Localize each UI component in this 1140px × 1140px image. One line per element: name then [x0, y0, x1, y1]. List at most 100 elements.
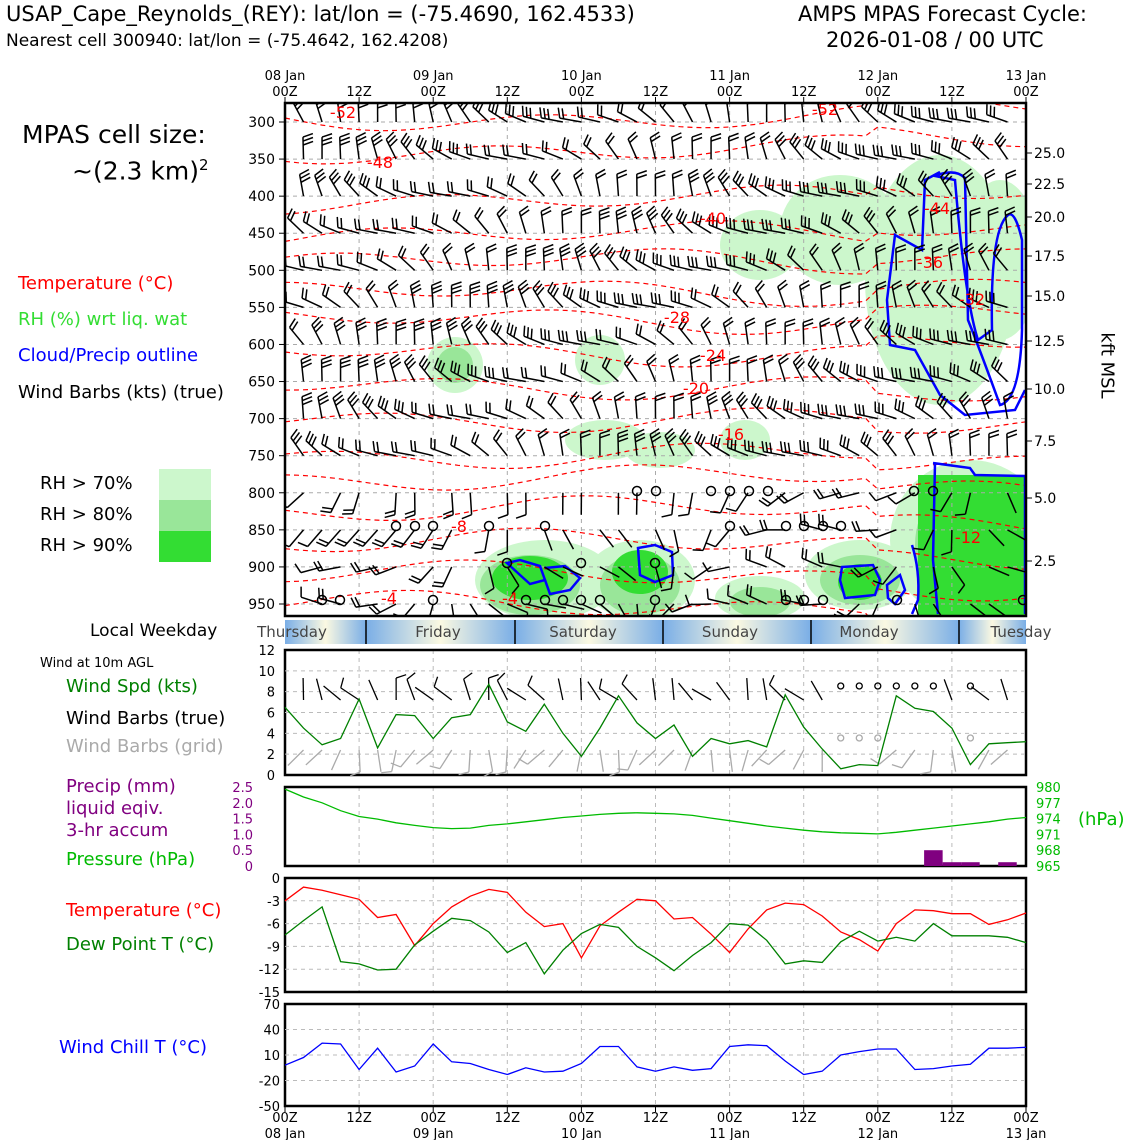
barb-shaft: [769, 684, 786, 701]
cs-wind-barb: [968, 429, 980, 456]
cs-wind-barb: [557, 107, 582, 123]
cs-wind-barb: [891, 279, 903, 308]
cs-wind-barb: [605, 132, 620, 160]
barb-flag: [517, 431, 526, 441]
barb-flag: [827, 141, 831, 153]
bottom-date-label: 11 Jan: [709, 1127, 750, 1140]
top-hour-label: 12Z: [643, 85, 669, 100]
barb-flag: [678, 318, 686, 328]
barb-flag: [853, 567, 863, 576]
barb-flag: [351, 398, 360, 408]
barb-flag: [839, 181, 843, 193]
barb-flag: [378, 97, 388, 100]
barb-flag: [411, 575, 422, 581]
grid-calm: [837, 734, 845, 742]
barb-flag: [559, 243, 570, 250]
barb-flag: [317, 560, 324, 571]
barb-flag: [355, 538, 366, 545]
barb-flag: [350, 562, 357, 573]
barb-flag: [324, 435, 329, 447]
barb-flag: [908, 205, 918, 213]
barb-flag: [519, 205, 529, 213]
barb-shaft: [746, 678, 749, 701]
cs-wind-barb: [390, 441, 415, 457]
barb-flag: [302, 211, 307, 222]
cs-wind-barb: [926, 428, 938, 456]
barb-flag: [769, 220, 773, 231]
barb-flag: [376, 248, 381, 260]
barb-flag: [622, 248, 628, 260]
barb-shaft: [557, 678, 564, 701]
barb-flag: [290, 428, 298, 439]
barb-flag: [784, 218, 787, 230]
barb-flag: [934, 141, 937, 153]
cs-wind-barb: [817, 551, 841, 568]
barb-flag: [340, 363, 351, 369]
barb-flag: [616, 210, 627, 216]
barb-shaft: [617, 529, 633, 548]
cs-wind-barb: [946, 329, 971, 346]
cs-wind-barb: [972, 134, 990, 160]
wind-hgrid: [285, 670, 1026, 755]
barb-shaft: [525, 603, 548, 610]
barb-flag: [1005, 210, 1016, 216]
barb-flag: [917, 368, 921, 379]
barb-flag: [319, 399, 330, 406]
pressure-tick-label: 550: [248, 300, 275, 316]
barb-flag: [431, 325, 442, 332]
barb-flag: [747, 96, 757, 100]
grid-wind-barb: [684, 749, 694, 771]
cs-wind-barb: [799, 440, 823, 457]
barb-flag: [992, 244, 1000, 254]
barb-flag: [692, 549, 704, 552]
barb-flag: [667, 435, 677, 444]
barb-flag: [875, 247, 886, 254]
barb-flag: [768, 547, 772, 559]
top-date-label: 10 Jan: [561, 69, 602, 84]
barb-flag: [910, 105, 913, 117]
cs-wind-barb: [684, 566, 712, 580]
barb-flag: [333, 394, 344, 403]
barb-flag: [524, 367, 528, 379]
barb-flag: [640, 103, 646, 111]
barb-shaft: [670, 566, 675, 589]
barb-flag: [833, 103, 838, 107]
precip-ytick: 0.5: [232, 844, 253, 859]
barb-flag: [677, 256, 680, 268]
cs-wind-barb: [631, 293, 656, 309]
temp-dew-panel: 0-3-6-9-12-15: [259, 872, 1028, 1001]
true-wind-barb: [406, 672, 416, 701]
barb-flag: [705, 175, 716, 184]
true-wind-barb: [784, 688, 805, 701]
barb-shaft: [488, 566, 495, 589]
barb-flag: [583, 361, 588, 373]
barb-flag: [930, 206, 941, 213]
kft-tick-label: 10.0: [1034, 382, 1065, 398]
cs-wind-barb: [831, 487, 860, 499]
true-calm: [855, 682, 863, 690]
barb-flag: [938, 284, 946, 295]
barb-flag: [790, 402, 793, 413]
barb-shaft: [932, 566, 939, 589]
cs-wind-barb: [962, 168, 975, 197]
barb-flag: [543, 243, 554, 250]
barb-flag: [340, 255, 343, 266]
cs-wind-barb: [595, 328, 619, 346]
barb-flag: [372, 564, 380, 574]
barb-shaft: [735, 492, 749, 512]
barb-flag: [761, 497, 772, 505]
true-wind-barb: [691, 688, 712, 701]
barb-flag: [820, 212, 825, 223]
barb-flag: [604, 359, 611, 370]
barb-flag: [842, 436, 847, 448]
barb-flag: [744, 317, 755, 324]
barb-flag: [858, 144, 861, 156]
cs-wind-barb: [469, 603, 479, 616]
cs-wind-barb: [427, 181, 452, 197]
true-wind-barb: [315, 678, 323, 701]
barb-shaft: [576, 749, 583, 772]
true-wind-barb: [463, 672, 473, 701]
barb-flag: [638, 325, 643, 336]
barb-flag: [820, 138, 824, 149]
barb-shaft: [810, 680, 823, 701]
